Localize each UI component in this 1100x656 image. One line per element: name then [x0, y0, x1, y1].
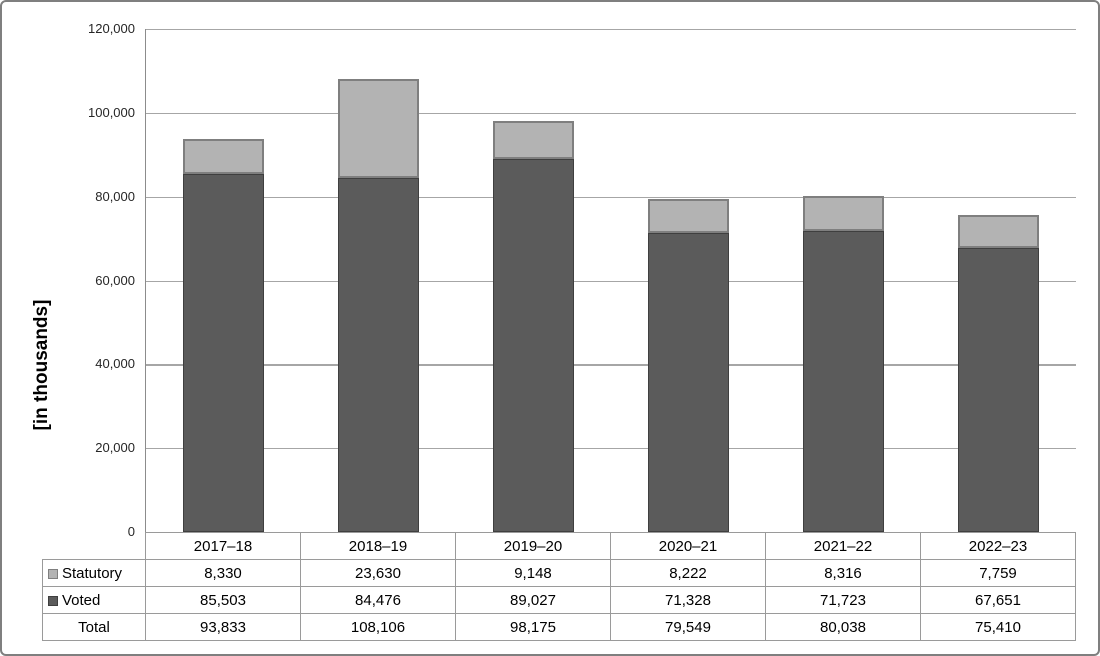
row-label-text: Total	[78, 618, 110, 636]
statutory-legend-swatch-icon	[48, 568, 58, 579]
table-value-cell: 108,106	[300, 613, 456, 641]
row-label-voted: Voted	[42, 586, 146, 614]
bar-segment-voted-2020–21	[648, 233, 729, 532]
table-row-total: Total 93,833 108,106 98,175 79,549 80,038 75,4…	[42, 613, 1076, 641]
bar-segment-statutory-2017–18	[183, 139, 264, 174]
table-value-cell: 80,038	[765, 613, 921, 641]
y-tick-label: 0	[127, 524, 135, 539]
table-value-cell: 8,222	[610, 559, 766, 587]
table-value-cell: 67,651	[920, 586, 1076, 614]
table-value-cell: 23,630	[300, 559, 456, 587]
gridline	[146, 280, 1076, 282]
bar-segment-statutory-2022–23	[958, 215, 1039, 248]
table-value-cell: 8,330	[145, 559, 301, 587]
table-value-cell: 71,328	[610, 586, 766, 614]
bar-segment-voted-2022–23	[958, 248, 1039, 532]
table-value-cell: 8,316	[765, 559, 921, 587]
table-row-voted: Voted 85,503 84,476 89,027 71,328 71,723 67,65…	[42, 586, 1076, 614]
year-header-cell: 2019–20	[455, 532, 611, 560]
table-value-cell: 75,410	[920, 613, 1076, 641]
table-value-cell: 93,833	[145, 613, 301, 641]
y-tick-label: 80,000	[95, 188, 135, 204]
bar-segment-voted-2021–22	[803, 231, 884, 532]
table-value-cell: 79,549	[610, 613, 766, 641]
gridline	[146, 29, 1076, 31]
table-row-statutory: Statutory 8,330 23,630 9,148 8,222 8,316 7,759	[42, 559, 1076, 587]
y-tick-label: 60,000	[95, 272, 135, 288]
plot-area	[145, 29, 1076, 532]
table-value-cell: 9,148	[455, 559, 611, 587]
table-value-cell: 84,476	[300, 586, 456, 614]
table-value-cell: 89,027	[455, 586, 611, 614]
y-tick-label: 100,000	[88, 104, 135, 120]
row-label-text: Voted	[62, 591, 101, 609]
gridline	[146, 448, 1076, 450]
y-tick-label: 20,000	[95, 440, 135, 456]
bar-segment-voted-2017–18	[183, 174, 264, 532]
year-header-cell: 2021–22	[765, 532, 921, 560]
bar-segment-voted-2019–20	[493, 159, 574, 532]
bar-segment-statutory-2020–21	[648, 199, 729, 233]
table-value-cell: 71,723	[765, 586, 921, 614]
table-value-cell: 98,175	[455, 613, 611, 641]
data-table: 2017–18 2018–19 2019–20 2020–21 2021–22 2022–…	[42, 532, 1076, 641]
table-value-cell: 7,759	[920, 559, 1076, 587]
voted-legend-swatch-icon	[48, 595, 58, 606]
gridline	[146, 196, 1076, 198]
y-tick-label: 40,000	[95, 356, 135, 372]
bar-segment-statutory-2019–20	[493, 121, 574, 159]
bar-segment-voted-2018–19	[338, 178, 419, 532]
row-label-statutory: Statutory	[42, 559, 146, 587]
bar-segment-statutory-2021–22	[803, 196, 884, 231]
table-corner-cell	[43, 533, 146, 560]
table-header-row: 2017–18 2018–19 2019–20 2020–21 2021–22 2022–…	[43, 532, 1076, 560]
row-label-text: Statutory	[62, 564, 123, 582]
gridline	[146, 364, 1076, 366]
table-value-cell: 85,503	[145, 586, 301, 614]
row-label-total: Total	[42, 613, 146, 641]
year-header-cell: 2017–18	[145, 532, 301, 560]
year-header-cell: 2020–21	[610, 532, 766, 560]
bar-segment-statutory-2018–19	[338, 79, 419, 178]
y-tick-label: 120,000	[88, 21, 135, 36]
year-header-cell: 2022–23	[920, 532, 1076, 560]
gridline	[146, 112, 1076, 115]
year-header-cell: 2018–19	[300, 532, 456, 560]
